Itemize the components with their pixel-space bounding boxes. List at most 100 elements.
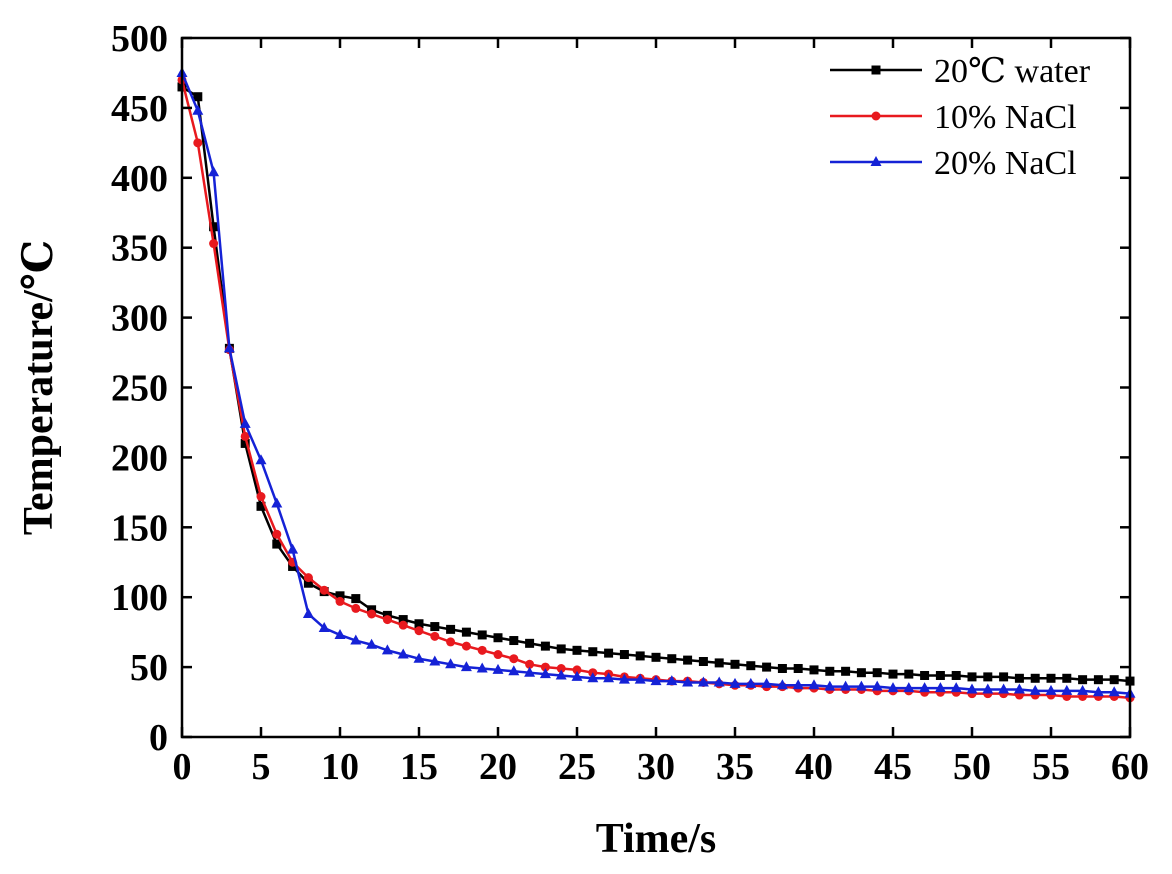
data-point	[1013, 683, 1025, 694]
data-point	[318, 621, 330, 632]
data-point	[493, 650, 503, 660]
series-layer	[176, 66, 1136, 703]
data-point	[476, 662, 488, 673]
data-point	[887, 682, 899, 693]
data-point	[367, 609, 377, 619]
data-point	[635, 651, 645, 661]
data-point	[303, 578, 313, 588]
data-point	[398, 615, 408, 625]
data-point	[539, 668, 551, 679]
ticks-layer: 0 5 10 15 20 25 30 35 40 45 50 55 60 0 50 100 150 200 250 3…	[111, 18, 1149, 788]
data-point	[461, 641, 471, 651]
data-point	[762, 662, 772, 672]
y-tick-label: 100	[111, 577, 168, 619]
data-point	[287, 543, 299, 554]
data-point	[871, 680, 883, 691]
data-point	[746, 661, 756, 671]
data-point	[351, 603, 361, 613]
data-point	[618, 673, 630, 684]
data-point	[525, 659, 535, 669]
data-point	[904, 669, 914, 679]
y-tick-label: 450	[111, 88, 168, 130]
data-point	[1109, 675, 1119, 685]
x-tick-label: 40	[795, 746, 833, 788]
y-tick-label: 500	[111, 18, 168, 60]
data-point	[555, 669, 567, 680]
data-point	[382, 615, 392, 625]
data-point	[351, 594, 361, 604]
data-point	[366, 638, 378, 649]
x-tick-label: 25	[558, 746, 596, 788]
data-point	[556, 644, 566, 654]
x-axis-label: Time/s	[596, 816, 717, 862]
data-point	[193, 138, 203, 148]
data-point	[256, 501, 266, 511]
data-point	[223, 342, 235, 353]
data-point	[856, 668, 866, 678]
data-point	[350, 634, 362, 645]
series-3	[176, 66, 1136, 698]
data-point	[445, 658, 457, 669]
data-point	[430, 622, 440, 632]
data-point	[540, 662, 550, 672]
data-point	[920, 670, 930, 680]
y-tick-label: 250	[111, 368, 168, 410]
data-point	[334, 628, 346, 639]
y-tick-label: 300	[111, 298, 168, 340]
x-tick-label: 50	[953, 746, 991, 788]
data-point	[1062, 673, 1072, 683]
data-point	[809, 665, 819, 675]
legend-label: 20% NaCl	[934, 145, 1077, 182]
data-point	[255, 454, 267, 465]
plot-frame	[180, 36, 1132, 739]
x-tick-label: 20	[479, 746, 517, 788]
data-point	[398, 620, 408, 630]
x-tick-label: 15	[400, 746, 438, 788]
data-point	[713, 676, 725, 687]
data-point	[572, 645, 582, 655]
x-tick-label: 55	[1032, 746, 1070, 788]
x-tick-label: 60	[1111, 746, 1149, 788]
legend: 20℃ water 10% NaCl 20% NaCl	[830, 53, 1091, 182]
data-point	[588, 647, 598, 657]
data-point	[240, 438, 250, 448]
data-point	[950, 682, 962, 693]
data-point	[1061, 684, 1073, 695]
data-point	[777, 663, 787, 673]
legend-label: 20℃ water	[934, 53, 1091, 90]
legend-marker	[871, 65, 881, 75]
data-point	[413, 652, 425, 663]
legend-entry-3: 20% NaCl	[830, 145, 1077, 182]
data-point	[1077, 684, 1089, 695]
data-point	[509, 654, 519, 664]
data-point	[982, 683, 994, 694]
y-tick-label: 350	[111, 228, 168, 270]
data-point	[335, 596, 345, 606]
data-point	[302, 607, 314, 618]
data-point	[272, 529, 282, 539]
data-point	[651, 652, 661, 662]
data-point	[634, 673, 646, 684]
data-point	[967, 672, 977, 682]
data-point	[1078, 675, 1088, 685]
data-point	[855, 680, 867, 691]
data-point	[209, 222, 219, 232]
y-axis-label: Temperature/℃	[16, 240, 62, 535]
data-point	[509, 636, 519, 646]
data-point	[524, 666, 536, 677]
y-tick-label: 50	[130, 647, 168, 689]
data-point	[192, 104, 204, 115]
data-point	[272, 539, 282, 549]
data-point	[193, 92, 203, 102]
data-point	[698, 657, 708, 667]
data-point	[430, 631, 440, 641]
data-point	[335, 591, 345, 601]
legend-marker	[871, 111, 881, 121]
data-point	[461, 627, 471, 637]
legend-label: 10% NaCl	[934, 99, 1077, 136]
data-point	[824, 680, 836, 691]
data-point	[903, 682, 915, 693]
x-tick-label: 35	[716, 746, 754, 788]
data-point	[966, 683, 978, 694]
axes-layer	[180, 36, 1132, 739]
